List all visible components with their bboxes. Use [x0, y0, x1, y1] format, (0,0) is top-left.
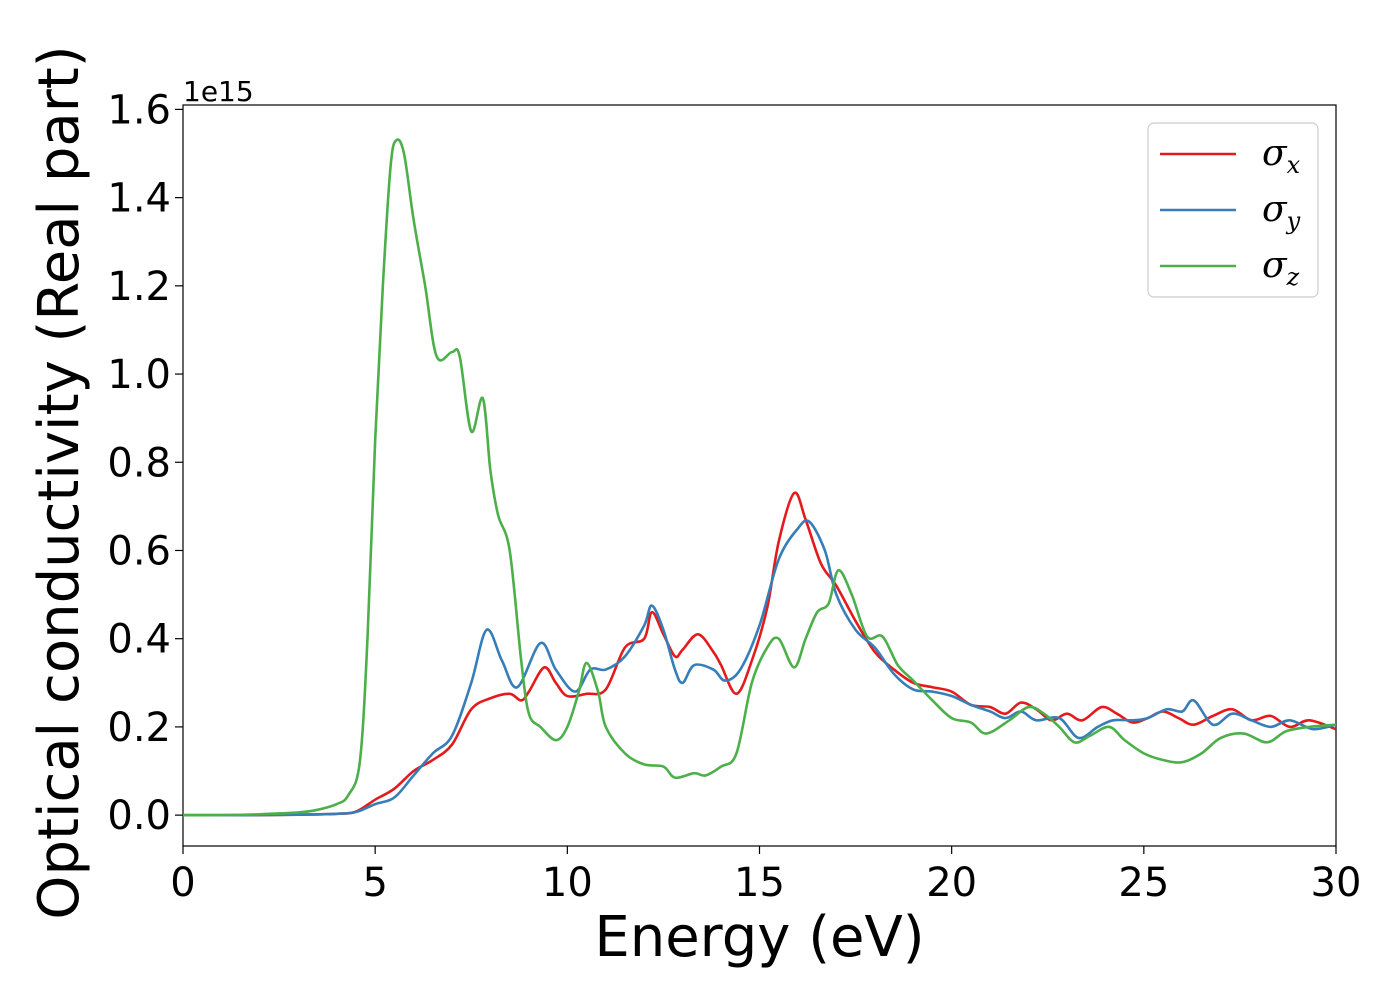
x-tick-label: 10: [542, 860, 593, 906]
legend-label: σy: [1262, 189, 1301, 235]
y-axis-title: Optical conductivity (Real part): [27, 45, 92, 919]
x-tick-label: 0: [170, 860, 195, 906]
y-tick-label: 1.0: [107, 352, 171, 398]
series-line-x: [183, 491, 1336, 817]
series-line-y: [183, 519, 1336, 817]
y-tick-label: 1.2: [107, 264, 171, 310]
legend-label: σx: [1262, 133, 1301, 179]
y-tick-label: 1.4: [107, 176, 171, 222]
x-tick-label: 15: [734, 860, 785, 906]
y-tick-label: 0.8: [107, 440, 171, 486]
legend: σx σy σz: [1147, 122, 1319, 298]
legend-item-x: σx: [1160, 133, 1301, 179]
x-tick-label: 25: [1118, 860, 1169, 906]
x-axis-title: Energy (eV): [594, 905, 924, 970]
y-tick-label: 1.6: [107, 87, 171, 133]
legend-label: σz: [1262, 245, 1300, 291]
legend-item-z: σz: [1160, 245, 1300, 291]
x-tick-label: 30: [1311, 860, 1362, 906]
y-tick-label: 0.6: [107, 528, 171, 574]
plot-area: 0 5 10 15 20 25 30 0.0 0.2 0.4 0.6 0.8 1.0 1.2 1.4 1.6: [107, 87, 1361, 906]
x-tick-label: 20: [926, 860, 977, 906]
legend-item-y: σy: [1160, 189, 1301, 235]
y-axis-ticks: 0.0 0.2 0.4 0.6 0.8 1.0 1.2 1.4 1.6: [107, 87, 183, 839]
y-offset-label: 1e15: [183, 75, 254, 108]
y-tick-label: 0.4: [107, 617, 171, 663]
x-tick-label: 5: [362, 860, 387, 906]
y-tick-label: 0.2: [107, 705, 171, 751]
series-layer: [183, 138, 1336, 817]
series-line-z: [183, 138, 1336, 817]
x-axis-ticks: 0 5 10 15 20 25 30: [170, 846, 1361, 906]
y-tick-label: 0.0: [107, 793, 171, 839]
